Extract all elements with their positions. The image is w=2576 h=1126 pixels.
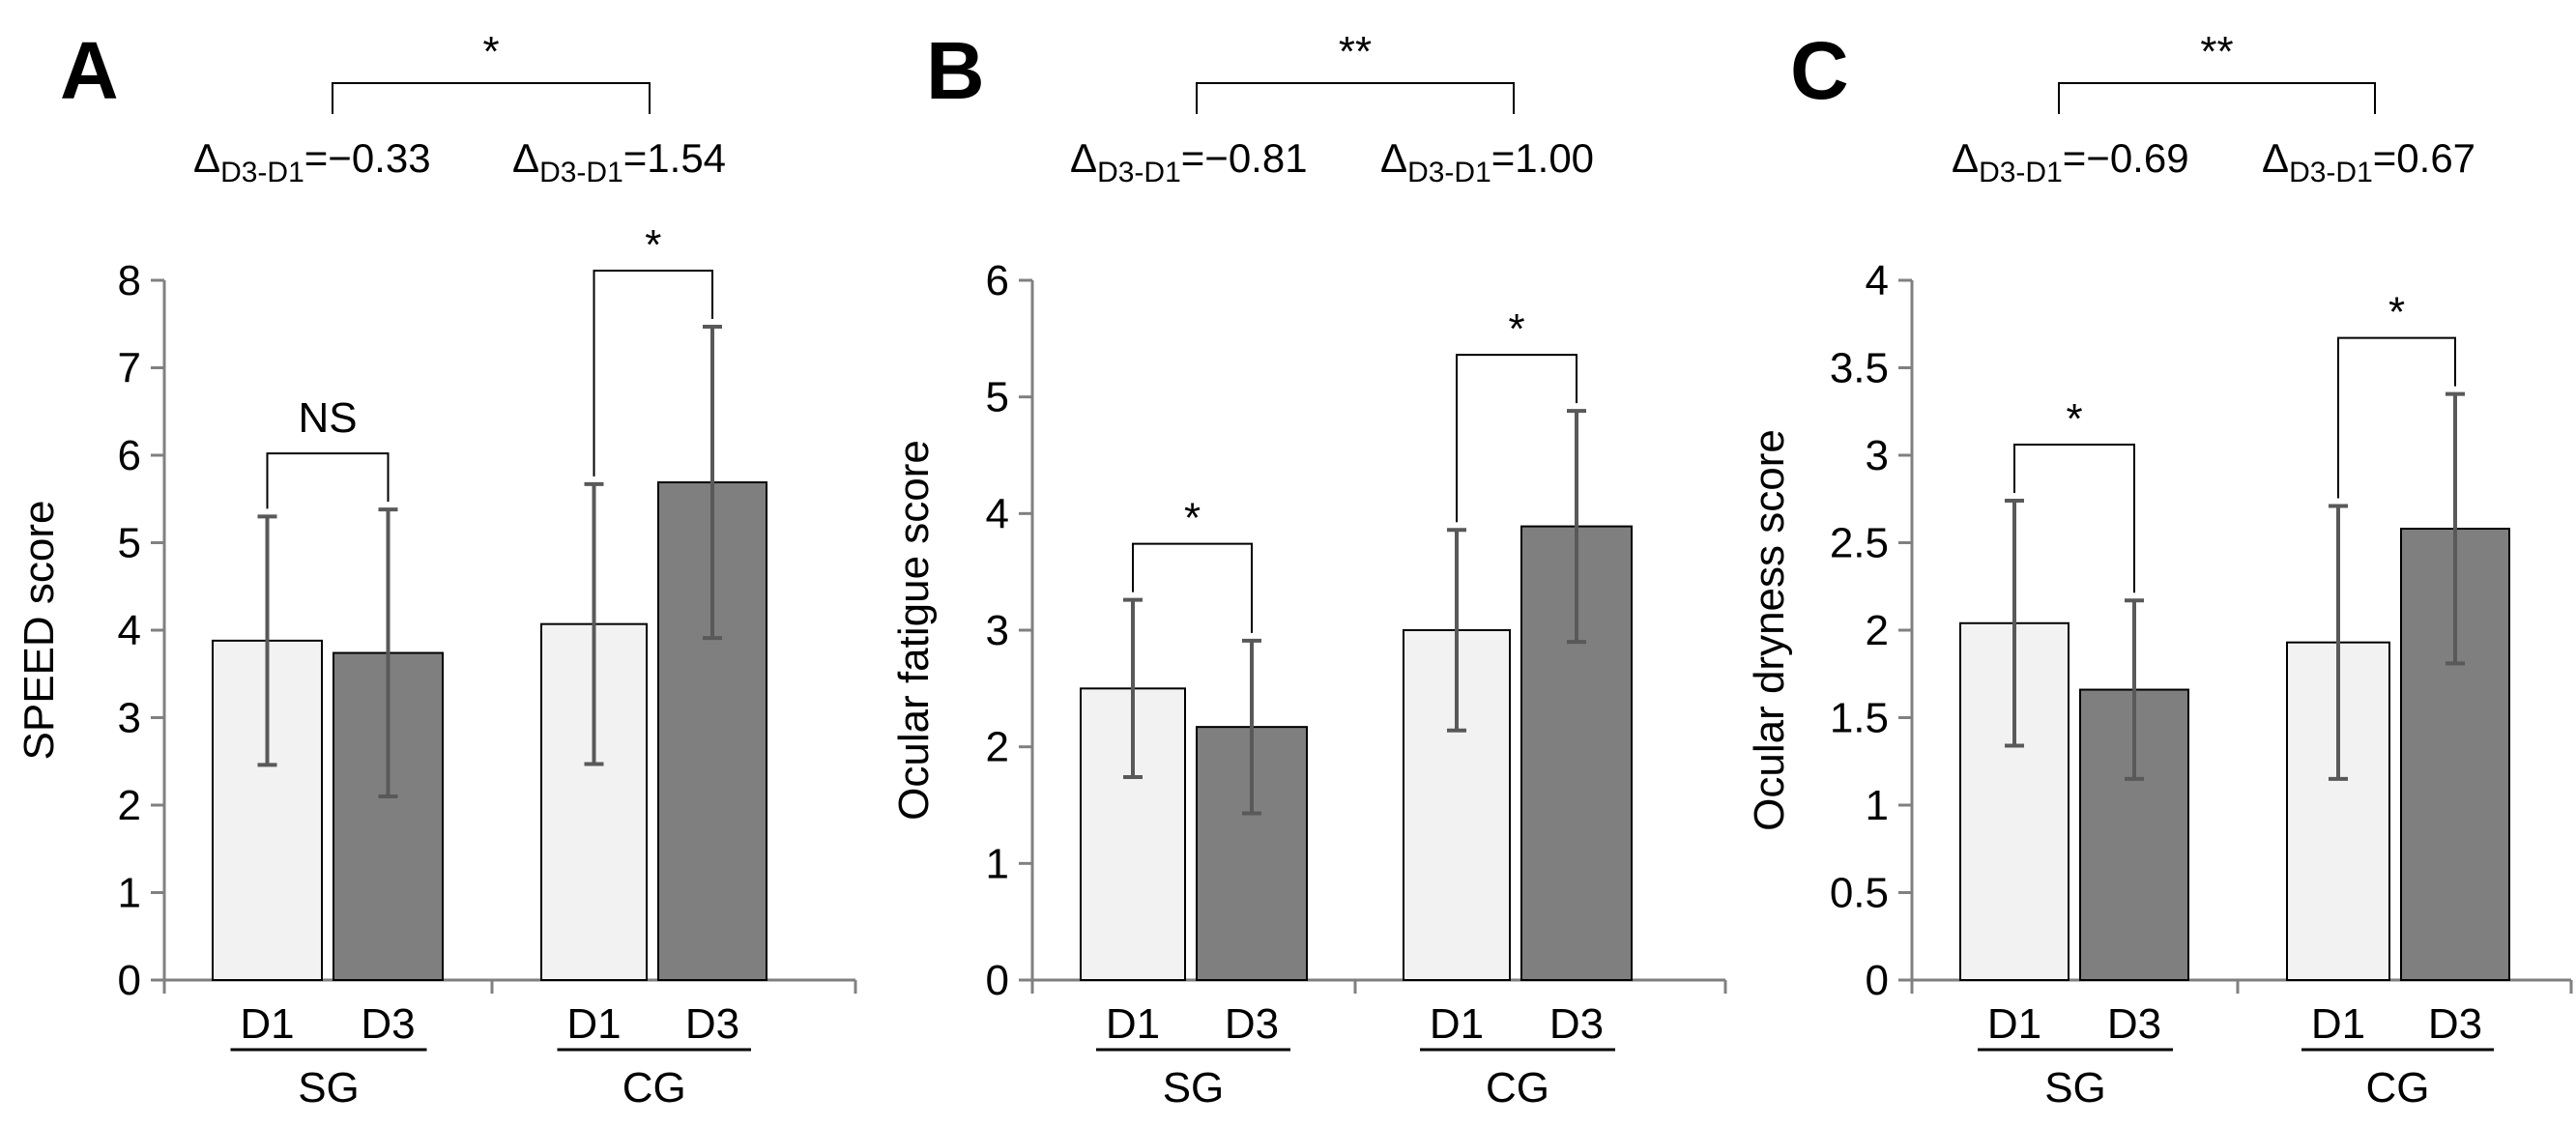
- y-tick-label: 2.5: [1830, 520, 1889, 567]
- group-label-cg: CG: [2366, 1064, 2430, 1112]
- y-tick-label: 5: [118, 520, 141, 567]
- y-axis-label: SPEED score: [15, 501, 63, 761]
- group-label-sg: SG: [1163, 1064, 1225, 1112]
- category-label: D3: [685, 1000, 739, 1048]
- category-label: D3: [1549, 1000, 1604, 1048]
- between-sig-bracket: [2058, 82, 2376, 114]
- within-sig-bracket: [2337, 336, 2456, 499]
- delta-symbol: Δ: [193, 135, 220, 181]
- delta-subscript: D3-D1: [1979, 157, 2063, 188]
- between-sig-label: **: [2200, 28, 2233, 75]
- within-sig-label: *: [1184, 495, 1201, 542]
- category-label: D3: [1225, 1000, 1279, 1048]
- y-tick-label: 1.5: [1830, 695, 1889, 742]
- delta-value: =−0.69: [2063, 135, 2189, 181]
- delta-label: ΔD3-D1=1.00: [1380, 135, 1594, 188]
- y-tick-label: 2: [1866, 607, 1889, 654]
- delta-label: ΔD3-D1=−0.81: [1070, 135, 1308, 188]
- y-tick-label: 3: [1866, 432, 1889, 479]
- y-tick-label: 0: [1866, 957, 1889, 1004]
- y-axis-label: Ocular dryness score: [1746, 429, 1793, 831]
- delta-subscript: D3-D1: [2289, 157, 2373, 188]
- y-tick-label: 3: [986, 607, 1009, 654]
- delta-label: ΔD3-D1=0.67: [2262, 135, 2475, 188]
- panel-letter: A: [60, 25, 119, 116]
- delta-subscript: D3-D1: [1097, 157, 1181, 188]
- delta-symbol: Δ: [2262, 135, 2289, 181]
- delta-value: =1.54: [623, 135, 726, 181]
- within-sig-bracket: [593, 269, 713, 476]
- delta-subscript: D3-D1: [539, 157, 623, 188]
- category-label: D3: [2107, 1000, 2161, 1048]
- delta-symbol: Δ: [512, 135, 539, 181]
- within-sig-label: NS: [298, 394, 357, 442]
- within-sig-label: *: [2066, 395, 2082, 443]
- group-label-sg: SG: [298, 1064, 360, 1112]
- chart-panel-c: C 0 0.5 1 1.5 2 2.5 3 3.5 4 Ocular dryness score D1…: [1746, 25, 2573, 1112]
- y-axis-label: Ocular fatigue score: [890, 440, 938, 821]
- delta-symbol: Δ: [1070, 135, 1097, 181]
- delta-value: =−0.81: [1181, 135, 1308, 181]
- panel-letter: B: [926, 25, 985, 116]
- delta-value: =1.00: [1491, 135, 1594, 181]
- y-tick-label: 1: [1866, 782, 1889, 829]
- within-sig-bracket: [2013, 444, 2135, 593]
- y-tick-label: 2: [986, 724, 1009, 771]
- bar-sg-d3: [2079, 688, 2189, 981]
- category-label: D3: [2428, 1000, 2482, 1048]
- y-tick-label: 1: [118, 870, 141, 917]
- y-tick-label: 1: [986, 840, 1009, 887]
- within-sig-bracket: [266, 452, 390, 509]
- within-sig-label: *: [645, 221, 661, 269]
- category-label: D1: [240, 1000, 294, 1048]
- delta-label: ΔD3-D1=1.54: [512, 135, 726, 188]
- delta-label: ΔD3-D1=−0.33: [193, 135, 431, 188]
- group-label-cg: CG: [622, 1064, 686, 1112]
- delta-value: =0.67: [2373, 135, 2475, 181]
- delta-label: ΔD3-D1=−0.69: [1952, 135, 2189, 188]
- category-label: D1: [1106, 1000, 1160, 1048]
- y-tick-label: 8: [118, 257, 141, 304]
- between-sig-bracket: [1196, 82, 1515, 114]
- y-tick-label: 6: [986, 257, 1009, 304]
- y-tick-label: 7: [118, 345, 141, 392]
- delta-subscript: D3-D1: [220, 157, 304, 188]
- between-sig-bracket: [332, 82, 651, 114]
- within-sig-bracket: [1132, 542, 1253, 633]
- panel-letter: C: [1790, 25, 1849, 116]
- category-label: D1: [566, 1000, 621, 1048]
- y-tick-label: 3.5: [1830, 345, 1889, 392]
- y-tick-label: 4: [1866, 257, 1889, 304]
- y-tick-label: 4: [118, 607, 141, 654]
- y-tick-label: 0: [986, 957, 1009, 1004]
- delta-symbol: Δ: [1380, 135, 1407, 181]
- within-sig-label: *: [2388, 289, 2405, 336]
- category-label: D1: [2311, 1000, 2365, 1048]
- within-sig-bracket: [1456, 354, 1577, 523]
- y-tick-label: 5: [986, 374, 1009, 421]
- group-label-cg: CG: [1486, 1064, 1549, 1112]
- y-tick-label: 3: [118, 695, 141, 742]
- delta-subscript: D3-D1: [1407, 157, 1491, 188]
- category-label: D3: [361, 1000, 415, 1048]
- between-sig-label: *: [482, 28, 499, 75]
- delta-symbol: Δ: [1952, 135, 1979, 181]
- category-label: D1: [1987, 1000, 2041, 1048]
- within-sig-label: *: [1508, 305, 1524, 353]
- between-sig-label: **: [1339, 28, 1372, 75]
- delta-value: =−0.33: [304, 135, 431, 181]
- group-label-sg: SG: [2044, 1064, 2106, 1112]
- y-tick-label: 0: [118, 957, 141, 1004]
- category-label: D1: [1430, 1000, 1484, 1048]
- y-tick-label: 2: [118, 782, 141, 829]
- y-tick-label: 0.5: [1830, 870, 1889, 917]
- y-tick-label: 4: [986, 490, 1009, 537]
- y-tick-label: 6: [118, 432, 141, 479]
